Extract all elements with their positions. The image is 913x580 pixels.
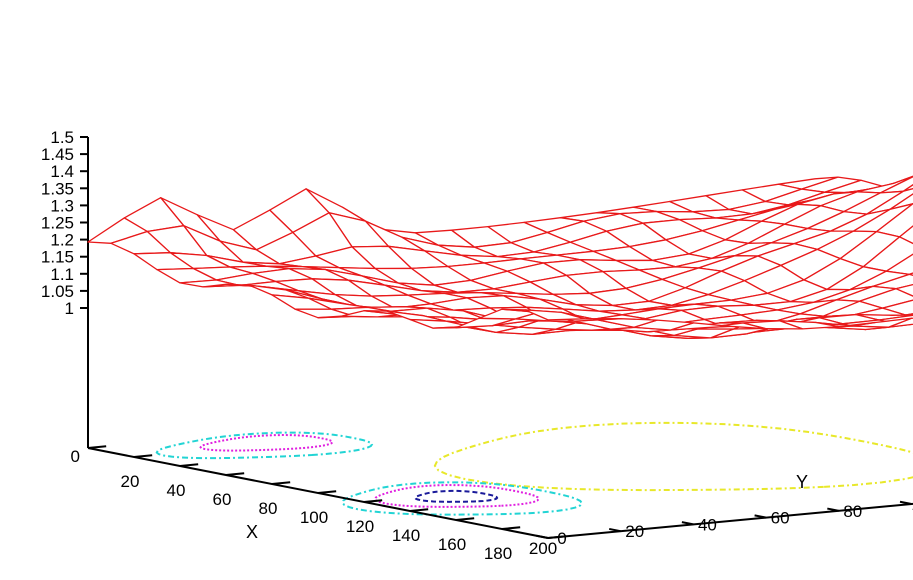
x-tick-label: 200 [529, 539, 557, 558]
x-tick-label: 160 [438, 535, 466, 554]
x-tick [225, 472, 245, 476]
x-tick [87, 445, 107, 449]
z-tick-label: 1.1 [50, 265, 74, 284]
surface-mesh [87, 175, 913, 339]
y-tick [754, 514, 767, 519]
x-tick-label: 100 [300, 508, 328, 527]
surface-cell [902, 183, 913, 192]
x-tick [179, 463, 199, 467]
tick-labels: 0204060801001201401601802000204060801001… [41, 128, 913, 563]
y-tick-label: 40 [698, 515, 717, 534]
x-tick-label: 20 [121, 472, 140, 491]
z-tick-label: 1.35 [41, 179, 74, 198]
x-tick-label: 80 [259, 499, 278, 518]
z-tick-label: 1 [65, 299, 74, 318]
contour-cyan-left [155, 431, 374, 460]
x-tick-label: 60 [213, 490, 232, 509]
x-tick-label: 180 [484, 544, 512, 563]
x-tick-label: 140 [392, 526, 420, 545]
z-tick-label: 1.2 [50, 231, 74, 250]
x-tick [501, 526, 521, 530]
y-tick [899, 500, 912, 505]
x-tick-label: 120 [346, 517, 374, 536]
x-axis-title: X [246, 522, 258, 542]
z-tick-label: 1.15 [41, 248, 74, 267]
surface-cell [524, 309, 586, 321]
x-tick [317, 490, 337, 494]
z-tick-label: 1.25 [41, 214, 74, 233]
contour-cyan-right [341, 481, 584, 516]
z-tick-label: 1.45 [41, 145, 74, 164]
y-tick-label: 20 [625, 522, 644, 541]
y-axis-title: Y [796, 472, 808, 492]
x-tick-label: 0 [71, 447, 80, 466]
contour-navy-right [414, 489, 499, 503]
x-tick [271, 481, 291, 485]
z-tick-label: 1.4 [50, 162, 74, 181]
y-tick [681, 521, 694, 526]
x-tick [133, 454, 153, 458]
y-tick-label: 80 [843, 502, 862, 521]
surface-cell [898, 225, 913, 245]
x-tick [409, 508, 429, 512]
x-tick [547, 535, 567, 539]
z-tick-label: 1.3 [50, 196, 74, 215]
y-tick-label: 100 [911, 495, 913, 514]
y-tick-label: 0 [557, 529, 566, 548]
contour-yellow-center [433, 421, 913, 492]
z-tick-label: 1.05 [41, 282, 74, 301]
axes [80, 136, 913, 539]
x-tick [455, 517, 475, 521]
contour-magenta-right [373, 484, 540, 508]
y-tick [609, 527, 621, 533]
contour-magenta-left [199, 434, 334, 452]
y-tick-label: 60 [771, 509, 790, 528]
x-tick-label: 40 [167, 481, 186, 500]
y-tick [827, 507, 839, 512]
x-tick [363, 499, 383, 503]
contour-lines [155, 421, 913, 516]
y-tick [536, 534, 549, 539]
z-tick-label: 1.5 [50, 128, 74, 147]
